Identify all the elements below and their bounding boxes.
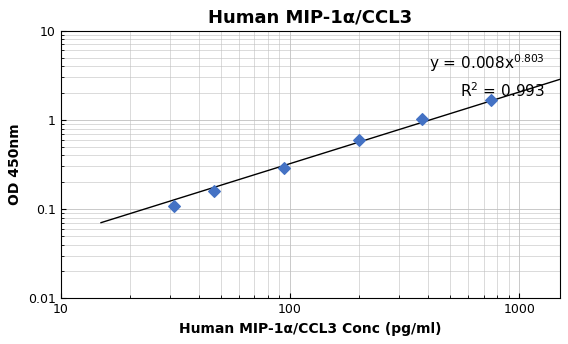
Point: [354, 137, 364, 142]
Y-axis label: OD 450nm: OD 450nm: [9, 123, 22, 205]
X-axis label: Human MIP-1α/CCL3 Conc (pg/ml): Human MIP-1α/CCL3 Conc (pg/ml): [179, 322, 441, 336]
Point: [279, 165, 288, 171]
Point: [417, 117, 426, 122]
Point: [486, 98, 495, 103]
Point: [210, 188, 219, 194]
Text: y = 0.008x$^{0.803}$
R$^2$ = 0.993: y = 0.008x$^{0.803}$ R$^2$ = 0.993: [429, 52, 545, 100]
Point: [170, 204, 179, 209]
Title: Human MIP-1α/CCL3: Human MIP-1α/CCL3: [208, 8, 412, 26]
